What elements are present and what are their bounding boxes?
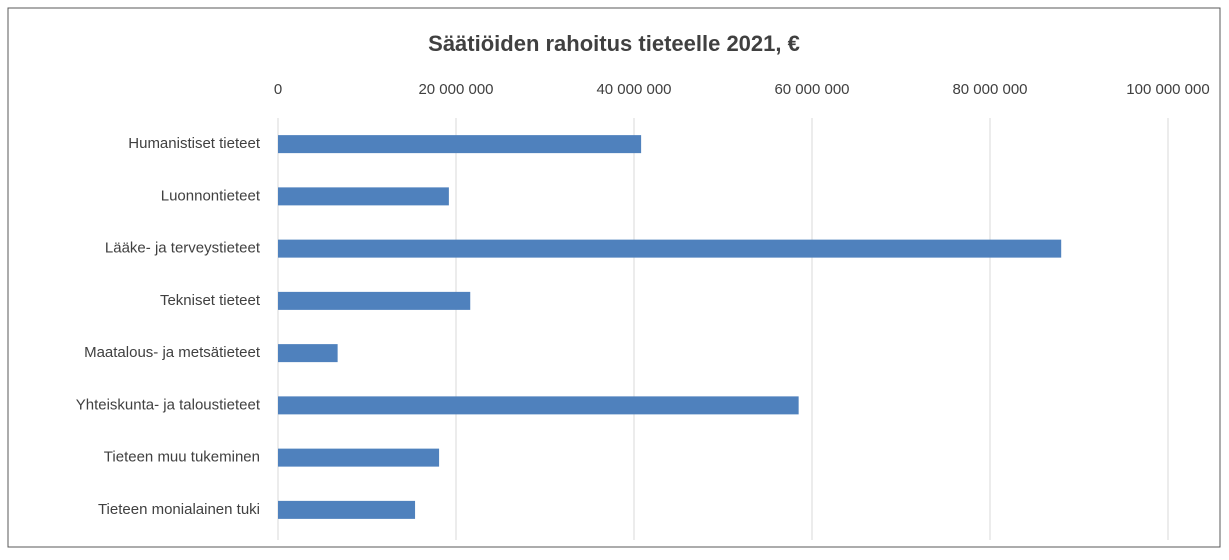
- bar: [278, 239, 1062, 258]
- chart-border: [7, 7, 1221, 548]
- x-tick-label: 100 000 000: [1126, 81, 1209, 98]
- bar: [278, 396, 799, 415]
- chart-title: Säätiöiden rahoitus tieteelle 2021, €: [428, 31, 800, 56]
- y-tick-label: Tieteen monialainen tuki: [98, 501, 260, 518]
- bar: [278, 187, 449, 206]
- bar: [278, 135, 642, 154]
- bar: [278, 448, 440, 467]
- x-tick-label: 80 000 000: [952, 81, 1027, 98]
- x-tick-label: 20 000 000: [418, 81, 493, 98]
- y-tick-label: Maatalous- ja metsätieteet: [84, 344, 261, 361]
- y-tick-label: Lääke- ja terveystieteet: [105, 240, 261, 257]
- y-tick-label: Tekniset tieteet: [160, 292, 261, 309]
- x-tick-label: 60 000 000: [774, 81, 849, 98]
- bar: [278, 500, 416, 519]
- x-tick-label: 0: [274, 81, 282, 98]
- y-tick-label: Luonnontieteet: [161, 187, 261, 204]
- x-tick-label: 40 000 000: [596, 81, 671, 98]
- y-tick-label: Humanistiset tieteet: [128, 135, 261, 152]
- bar: [278, 344, 338, 363]
- bar: [278, 291, 471, 310]
- y-tick-label: Yhteiskunta- ja taloustieteet: [76, 396, 261, 413]
- y-tick-label: Tieteen muu tukeminen: [104, 449, 260, 466]
